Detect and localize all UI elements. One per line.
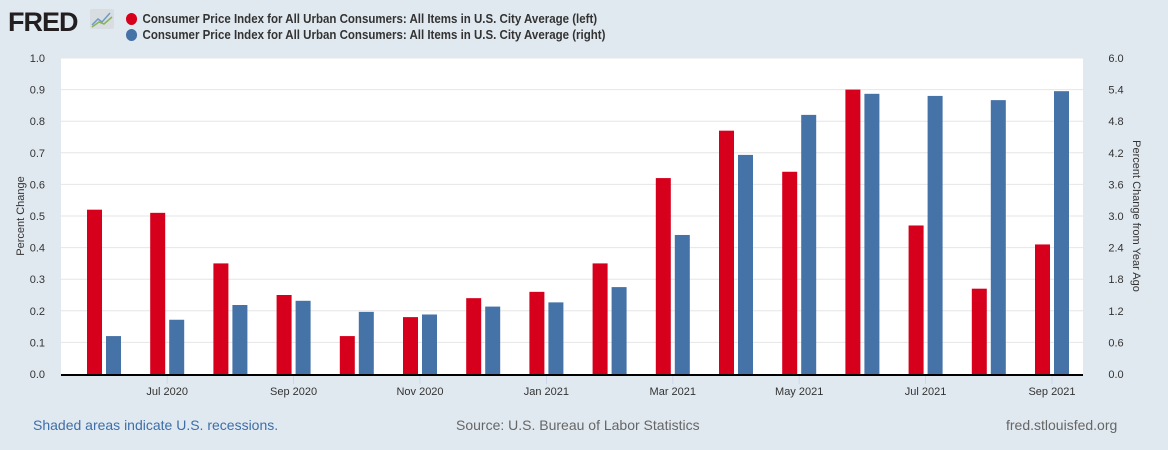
y2-tick-label: 4.2 (1108, 148, 1123, 160)
y2-tick-label: 5.4 (1108, 85, 1123, 97)
site-link[interactable]: fred.stlouisfed.org (1006, 417, 1118, 433)
y2-tick-label: 0.0 (1108, 369, 1123, 381)
bar-left (908, 225, 924, 374)
bar-right (169, 319, 185, 374)
legend-item-left[interactable]: Consumer Price Index for All Urban Consu… (126, 11, 605, 27)
bar-left (213, 263, 229, 374)
x-tick-label: Jul 2020 (146, 386, 188, 398)
y-tick-label: 0.0 (30, 369, 45, 381)
bar-right (990, 100, 1006, 374)
bar-left (150, 212, 166, 374)
bar-right (106, 336, 121, 374)
bar-right (927, 95, 943, 375)
bar-left (529, 291, 545, 374)
y2-tick-label: 3.6 (1108, 179, 1123, 191)
x-tick-label: Jul 2021 (905, 386, 947, 398)
fred-logo[interactable]: FRED (8, 7, 78, 37)
bar-right (295, 300, 311, 374)
x-tick-label: Sep 2021 (1028, 386, 1075, 398)
x-tick-label: Sep 2020 (270, 386, 317, 398)
y-tick-label: 0.4 (30, 243, 45, 255)
bar-left (276, 295, 292, 374)
legend-label: Consumer Price Index for All Urban Consu… (142, 12, 598, 26)
blue-dot-icon (126, 29, 138, 41)
y-axis-label: Percent Change (15, 176, 27, 256)
bar-left (87, 209, 102, 374)
y2-axis-label: Percent Change from Year Ago (1130, 140, 1142, 292)
bar-left (403, 317, 418, 374)
legend-label: Consumer Price Index for All Urban Consu… (142, 28, 606, 42)
y2-tick-label: 1.2 (1108, 306, 1123, 318)
recessions-note[interactable]: Shaded areas indicate U.S. recessions. (33, 417, 279, 433)
bar-left (719, 130, 734, 374)
source-note: Source: U.S. Bureau of Labor Statistics (456, 417, 700, 433)
bar-right (422, 314, 437, 374)
bar-right (485, 306, 501, 374)
x-tick-label: May 2021 (775, 386, 823, 398)
bar-left (845, 89, 861, 374)
y2-tick-label: 2.4 (1108, 243, 1123, 255)
y-tick-label: 0.5 (30, 211, 45, 223)
y-tick-label: 0.8 (30, 116, 45, 128)
bar-right (801, 114, 817, 374)
y2-tick-label: 1.8 (1108, 274, 1123, 286)
y-tick-label: 1.0 (30, 53, 45, 65)
y2-tick-label: 0.6 (1108, 337, 1123, 349)
x-tick-label: Nov 2020 (396, 386, 443, 398)
y-tick-label: 0.3 (30, 274, 45, 286)
bar-left (655, 178, 671, 374)
bar-left (971, 288, 987, 374)
bar-right (738, 154, 753, 374)
y-tick-label: 0.1 (30, 337, 45, 349)
red-dot-icon (126, 13, 138, 25)
bar-left (1035, 244, 1050, 374)
bar-left (466, 298, 482, 374)
y-tick-label: 0.7 (30, 148, 45, 160)
y-tick-label: 0.9 (30, 85, 45, 97)
bar-right (358, 311, 374, 374)
y2-tick-label: 3.0 (1108, 211, 1123, 223)
x-tick-label: Mar 2021 (650, 386, 696, 398)
chart-logo-icon (90, 9, 114, 29)
bar-right (864, 93, 880, 375)
bar-right (674, 234, 690, 374)
bar-right (548, 302, 564, 374)
bar-right (611, 287, 627, 374)
x-tick-label: Jan 2021 (524, 386, 569, 398)
bar-right (1054, 91, 1069, 375)
y-tick-label: 0.6 (30, 179, 45, 191)
bar-left (592, 263, 608, 374)
legend-item-right[interactable]: Consumer Price Index for All Urban Consu… (126, 27, 605, 43)
y2-tick-label: 4.8 (1108, 116, 1123, 128)
bar-left (782, 171, 798, 374)
y-tick-label: 0.2 (30, 306, 45, 318)
bar-left (339, 336, 355, 374)
legend: Consumer Price Index for All Urban Consu… (126, 11, 605, 43)
bar-right (232, 305, 248, 374)
y2-tick-label: 6.0 (1108, 53, 1123, 65)
